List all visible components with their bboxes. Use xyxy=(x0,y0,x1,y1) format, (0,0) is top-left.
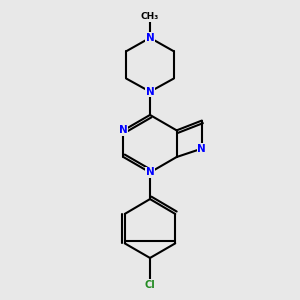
Text: CH₃: CH₃ xyxy=(141,12,159,21)
Text: N: N xyxy=(146,87,154,97)
Text: N: N xyxy=(197,144,206,154)
Text: N: N xyxy=(146,167,154,177)
Text: N: N xyxy=(119,125,128,135)
Text: N: N xyxy=(146,33,154,43)
Text: Cl: Cl xyxy=(145,280,155,290)
